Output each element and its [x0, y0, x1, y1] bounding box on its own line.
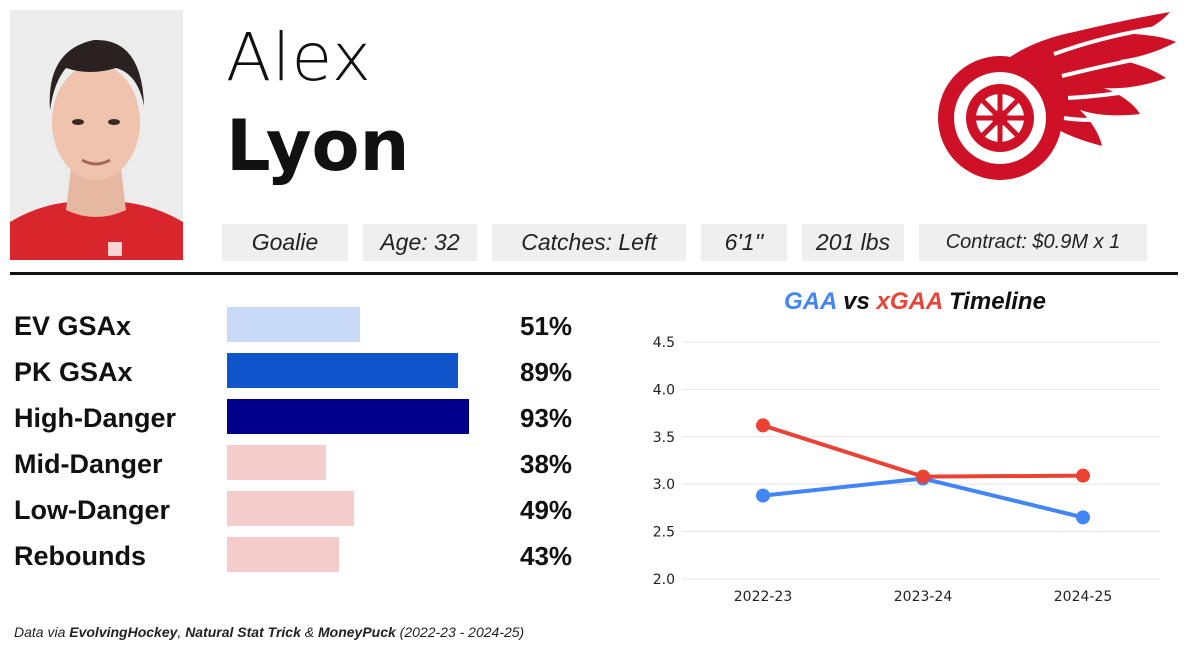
- metric-label: EV GSAx: [14, 311, 132, 341]
- y-tick-label: 2.5: [653, 525, 675, 541]
- header-divider: [10, 272, 1178, 275]
- chart-title-gaa: GAA: [784, 288, 837, 315]
- player-photo: [10, 10, 183, 260]
- chart-title-rest: Timeline: [949, 288, 1046, 315]
- series-line-xgaa: [762, 423, 1084, 479]
- metric-label: Mid-Danger: [14, 449, 163, 479]
- footer-source-moneypuck: MoneyPuck: [317, 624, 396, 640]
- data-point-gaa: [1076, 510, 1090, 525]
- red-wings-logo-icon: [934, 6, 1178, 190]
- metric-label: High-Danger: [14, 403, 176, 433]
- weight-tag: 201 lbs: [802, 224, 904, 261]
- y-tick-label: 4.5: [653, 335, 675, 351]
- y-tick-label: 2.0: [653, 572, 675, 588]
- metric-label: PK GSAx: [14, 357, 133, 387]
- metric-label: Rebounds: [14, 541, 146, 571]
- data-point-xgaa: [916, 469, 930, 484]
- x-tick-label: 2023-24: [894, 589, 953, 605]
- metric-label: Low-Danger: [14, 495, 171, 525]
- y-tick-label: 3.0: [653, 477, 675, 493]
- catches-tag: Catches: Left: [492, 224, 686, 261]
- x-tick-label: 2022-23: [734, 589, 793, 605]
- metric-percentile: 51%: [520, 311, 573, 341]
- age-tag: Age: 32: [363, 224, 477, 261]
- footer-source-evolvinghockey: EvolvingHockey: [69, 624, 178, 640]
- data-point-gaa: [756, 488, 770, 503]
- position-tag: Goalie: [222, 224, 348, 261]
- metric-percentile: 89%: [520, 357, 573, 387]
- footer-suffix: (2022-23 - 2024-25): [395, 624, 525, 640]
- player-last-name: Lyon: [226, 105, 410, 187]
- player-portrait-icon: [10, 10, 183, 260]
- metric-percentile: 49%: [520, 495, 573, 525]
- metric-bar: [227, 353, 459, 388]
- metric-percentile: 38%: [520, 449, 573, 479]
- footer-prefix: Data via: [14, 624, 70, 640]
- metric-percentile: 93%: [520, 403, 573, 433]
- footer-sep: &: [300, 624, 318, 640]
- data-point-xgaa: [756, 418, 770, 433]
- metric-bar: [227, 399, 469, 434]
- contract-tag: Contract: $0.9M x 1: [919, 224, 1147, 261]
- metric-bar: [227, 491, 355, 526]
- chart-title: GAA vs xGAA Timeline: [620, 288, 1194, 316]
- y-tick-label: 4.0: [653, 382, 675, 398]
- footer-source-naturalstattrick: Natural Stat Trick: [185, 624, 301, 640]
- chart-title-xgaa: xGAA: [876, 288, 943, 315]
- player-first-name: Alex: [226, 19, 372, 96]
- data-point-xgaa: [1076, 468, 1090, 483]
- data-source-footer: Data via EvolvingHockey, Natural Stat Tr…: [14, 624, 524, 640]
- x-tick-label: 2024-25: [1054, 589, 1113, 605]
- chart-title-vs: vs: [843, 288, 870, 315]
- metric-bar: [227, 307, 360, 342]
- metric-bar: [227, 445, 326, 480]
- height-tag: 6'1'': [701, 224, 787, 261]
- y-tick-label: 3.5: [653, 430, 675, 446]
- metric-bar: [227, 537, 339, 572]
- metric-percentile: 43%: [520, 541, 573, 571]
- footer-sep: ,: [177, 624, 186, 640]
- gaa-xgaa-line-chart: 2.0 2.5 3.0 3.5 4.0 4.5 2022-23 2023-24 2024-25: [653, 335, 1160, 605]
